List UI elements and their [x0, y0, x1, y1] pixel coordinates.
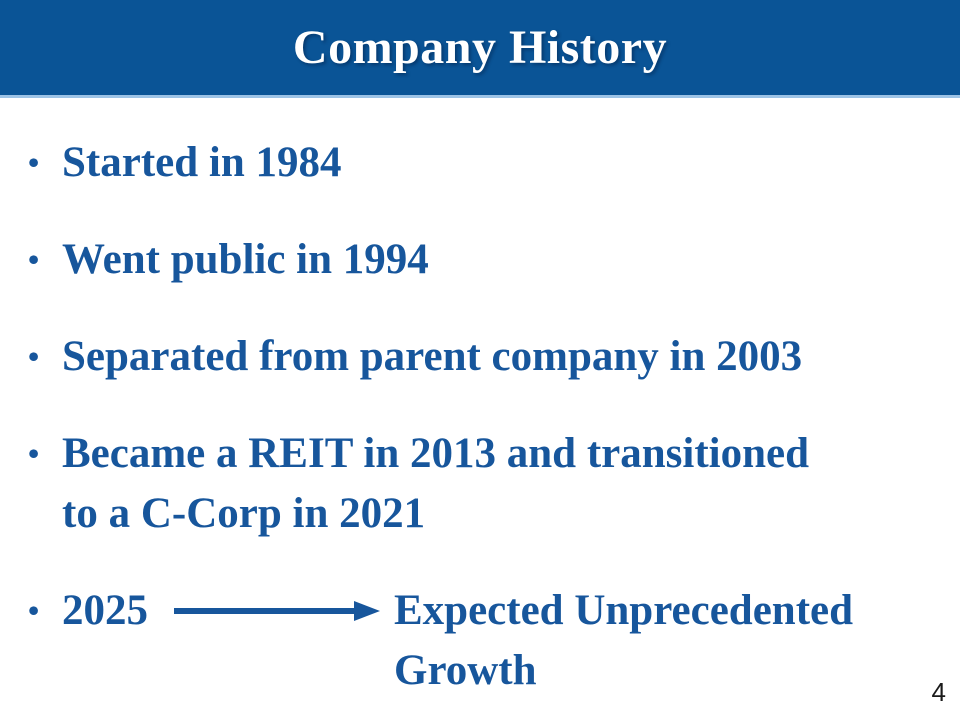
bullet-line: to a C-Corp in 2021 [62, 490, 426, 537]
page-number: 4 [931, 677, 946, 707]
bullet-item-separated: • Separated from parent company in 2003 [28, 327, 942, 387]
bullet-line: Became a REIT in 2013 and transitioned [62, 430, 809, 477]
bullet-item-public: • Went public in 1994 [28, 230, 942, 290]
bullet-item-timeline: • 2025 Expected Unprecedented Growth [28, 581, 942, 701]
bullet-icon: • [28, 338, 40, 374]
bullet-item-reit: • Became a REIT in 2013 and transitioned… [28, 424, 942, 544]
bullet-text: Went public in 1994 [62, 230, 942, 290]
right-arrow-icon [172, 599, 382, 623]
bullet-line: Growth [394, 647, 537, 694]
bullet-line: Went public in 1994 [62, 236, 429, 283]
bullet-icon: • [28, 435, 40, 471]
bullet-text: Started in 1984 [62, 133, 942, 193]
timeline-result: Expected Unprecedented Growth [394, 581, 853, 701]
bullet-line: Expected Unprecedented [394, 587, 854, 634]
bullet-line: Started in 1984 [62, 139, 342, 186]
slide-title: Company History [292, 21, 668, 74]
bullet-text: Became a REIT in 2013 and transitioned t… [62, 424, 942, 544]
bullet-text: Separated from parent company in 2003 [62, 327, 942, 387]
bullet-item-started: • Started in 1984 [28, 133, 942, 193]
bullet-line: Separated from parent company in 2003 [62, 333, 803, 380]
slide-header: Company History [0, 0, 960, 98]
timeline-year: 2025 [62, 587, 148, 634]
bullet-icon: • [28, 592, 40, 628]
bullet-icon: • [28, 144, 40, 180]
slide-body: • Started in 1984 • Went public in 1994 … [0, 98, 960, 720]
bullet-icon: • [28, 241, 40, 277]
